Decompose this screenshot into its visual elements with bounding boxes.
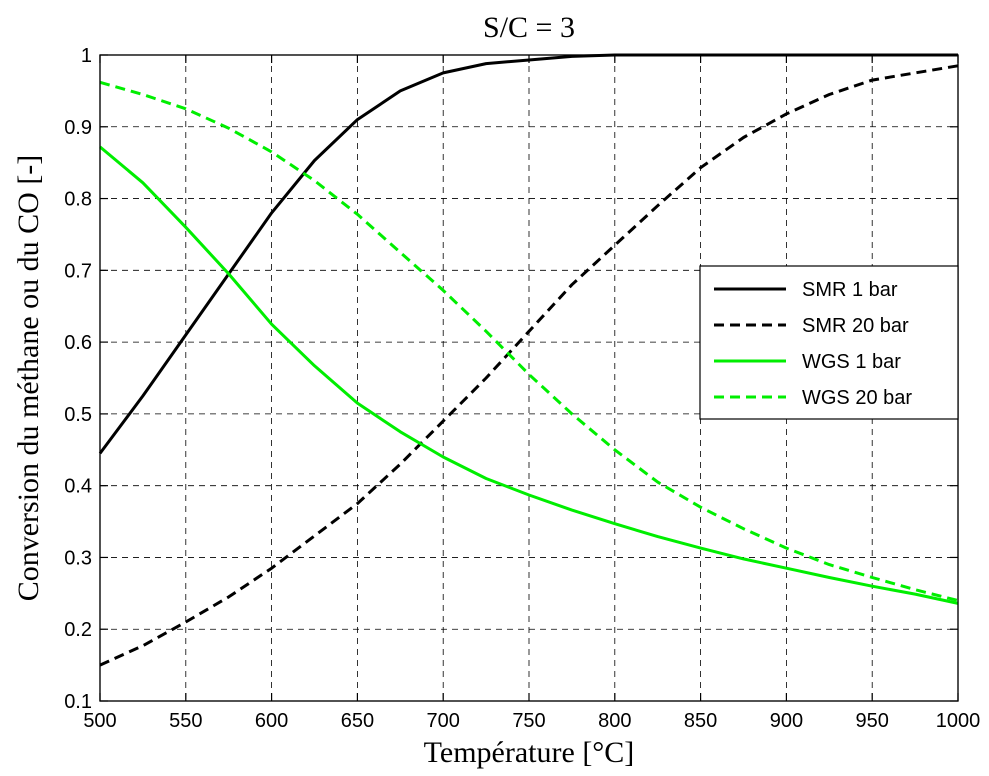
y-tick-label: 0.6 (64, 332, 92, 354)
y-tick-label: 0.4 (64, 476, 92, 498)
legend-label: SMR 20 bar (802, 315, 909, 337)
x-axis-label: Température [°C] (424, 736, 635, 769)
series-line-smr-20-bar (99, 64, 959, 667)
y-tick-label: 0.9 (64, 117, 92, 139)
y-tick-label: 0.7 (64, 260, 92, 282)
axes: 500 550 600 650 700 750 800 850 900 950 1000 0.1 0.2… (64, 45, 980, 732)
y-tick-label: 1 (81, 45, 92, 67)
series-line-wgs-1-bar (99, 145, 959, 605)
x-tick-label: 500 (83, 710, 116, 732)
series-line-wgs-20-bar (99, 80, 959, 602)
x-tick-label: 650 (341, 710, 374, 732)
legend-box (699, 265, 959, 420)
x-tick-label: 600 (255, 710, 288, 732)
y-tick-label: 0.1 (64, 691, 92, 713)
legend-label: SMR 1 bar (802, 279, 898, 301)
x-tick-label: 1000 (936, 710, 981, 732)
legend-label: WGS 1 bar (802, 351, 901, 373)
x-tick-label: 900 (770, 710, 803, 732)
y-tick-label: 0.2 (64, 619, 92, 641)
legend: SMR 1 bar SMR 20 bar WGS 1 bar WGS 20 bar (699, 265, 959, 420)
y-tick-label: 0.3 (64, 547, 92, 569)
chart-title: S/C = 3 (483, 11, 575, 44)
x-tick-label: 950 (856, 710, 889, 732)
y-tick-label: 0.8 (64, 189, 92, 211)
y-axis-label: Conversion du méthane ou du CO [-] (12, 155, 45, 602)
x-tick-label: 550 (169, 710, 202, 732)
x-tick-label: 800 (598, 710, 631, 732)
x-tick-label: 750 (512, 710, 545, 732)
y-tick-label: 0.5 (64, 404, 92, 426)
x-tick-label: 700 (427, 710, 460, 732)
legend-label: WGS 20 bar (802, 387, 912, 409)
x-tick-label: 850 (684, 710, 717, 732)
